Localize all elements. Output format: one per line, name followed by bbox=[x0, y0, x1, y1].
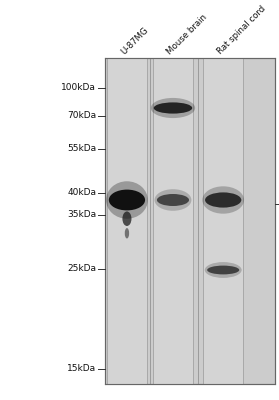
Text: U-87MG: U-87MG bbox=[119, 25, 150, 56]
Ellipse shape bbox=[154, 102, 192, 114]
Text: 40kDa: 40kDa bbox=[67, 188, 96, 197]
Ellipse shape bbox=[157, 194, 189, 206]
Ellipse shape bbox=[207, 266, 239, 274]
Text: 35kDa: 35kDa bbox=[67, 210, 96, 219]
Text: 100kDa: 100kDa bbox=[61, 84, 96, 92]
Text: Rat spinal cord: Rat spinal cord bbox=[215, 4, 267, 56]
Ellipse shape bbox=[205, 262, 242, 278]
Ellipse shape bbox=[122, 212, 131, 226]
Text: 15kDa: 15kDa bbox=[67, 364, 96, 373]
Ellipse shape bbox=[151, 98, 195, 118]
Ellipse shape bbox=[155, 189, 191, 211]
Text: 70kDa: 70kDa bbox=[67, 112, 96, 120]
Ellipse shape bbox=[125, 228, 129, 238]
Ellipse shape bbox=[109, 190, 145, 210]
Bar bbox=[153, 58, 193, 384]
Ellipse shape bbox=[106, 181, 148, 219]
Bar bbox=[203, 58, 243, 384]
Text: 55kDa: 55kDa bbox=[67, 144, 96, 153]
Ellipse shape bbox=[205, 192, 241, 208]
Ellipse shape bbox=[202, 186, 244, 214]
Bar bbox=[105, 58, 275, 384]
Text: 25kDa: 25kDa bbox=[67, 264, 96, 273]
Bar bbox=[107, 58, 147, 384]
Text: Mouse brain: Mouse brain bbox=[165, 12, 209, 56]
